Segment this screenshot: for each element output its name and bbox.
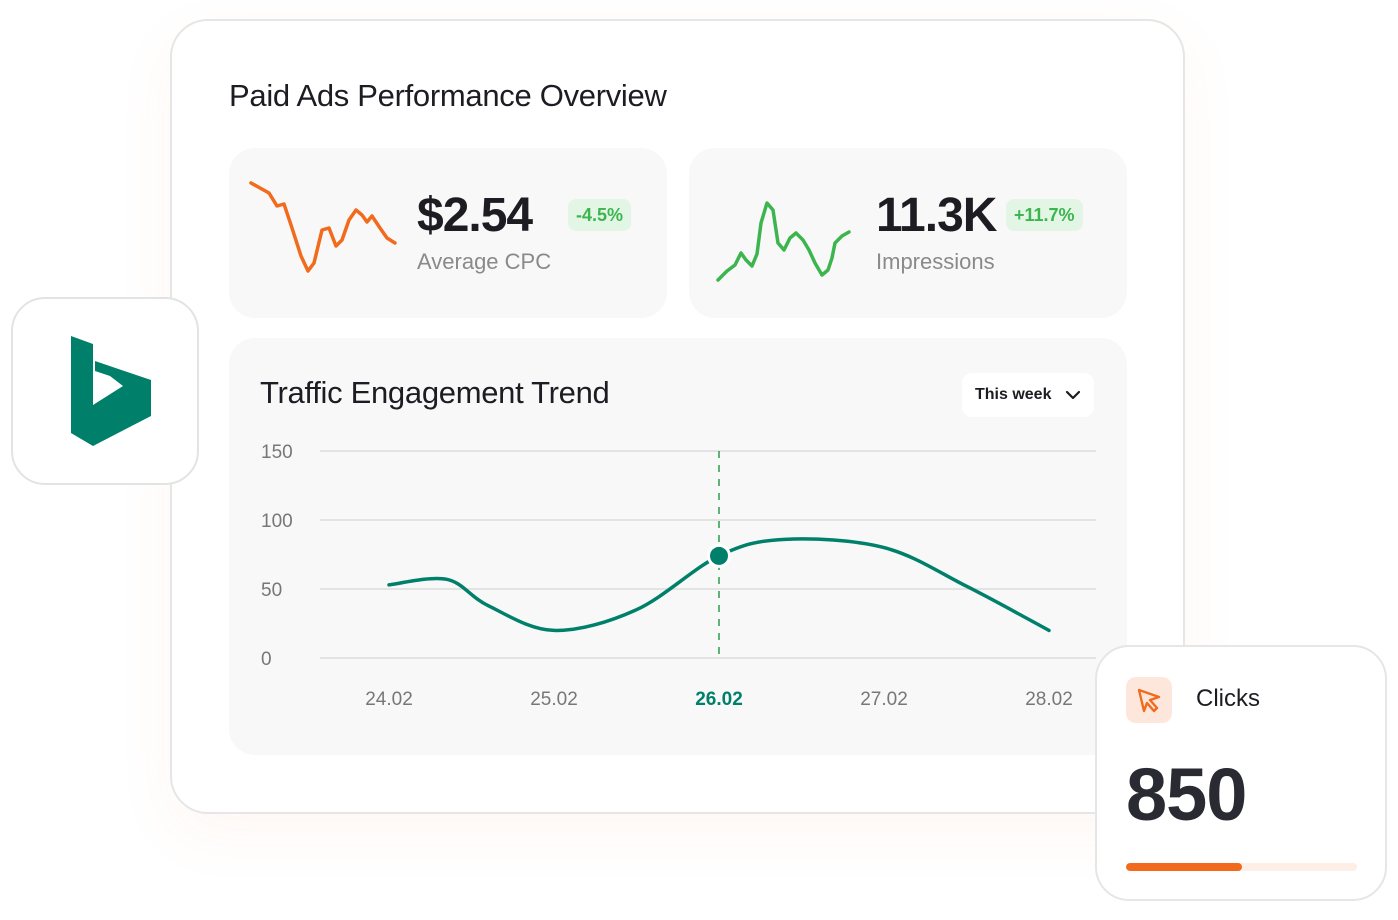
clicks-progress-track [1126, 863, 1357, 871]
impressions-change-badge: +11.7% [1006, 199, 1083, 231]
stat-card-average-cpc: $2.54 -4.5% Average CPC [229, 148, 667, 318]
y-tick-label: 150 [261, 442, 293, 463]
impressions-sparkline [716, 201, 851, 282]
chart-title: Traffic Engagement Trend [260, 375, 610, 410]
clicks-icon-box [1126, 677, 1172, 723]
clicks-card: Clicks 850 [1095, 645, 1387, 901]
page-title: Paid Ads Performance Overview [229, 78, 667, 113]
impressions-sparkline-path [716, 201, 851, 282]
x-tick-label: 25.02 [530, 689, 578, 710]
highlight-point [710, 546, 728, 565]
clicks-value: 850 [1126, 753, 1247, 836]
x-tick-label: 24.02 [365, 689, 413, 710]
stat-card-impressions: 11.3K +11.7% Impressions [689, 148, 1127, 318]
cursor-icon [1137, 688, 1161, 713]
impressions-value: 11.3K [876, 189, 997, 242]
y-tick-label: 0 [261, 649, 272, 670]
average-cpc-change-badge: -4.5% [568, 199, 632, 231]
period-dropdown[interactable]: This week [962, 373, 1094, 417]
x-tick-label: 27.02 [860, 689, 908, 710]
x-tick-label: 28.02 [1025, 689, 1073, 710]
x-tick-label: 26.02 [695, 689, 743, 710]
bing-logo-card [11, 297, 199, 485]
average-cpc-value: $2.54 [417, 189, 533, 242]
traffic-line-chart: 0 50 100 150 24.02 25.02 26.02 27.02 28.02 [261, 442, 1096, 710]
bing-logo-icon [71, 336, 151, 446]
traffic-chart-card: 0 50 100 150 24.02 25.02 26.02 27.02 28.02 Traff… [229, 338, 1127, 755]
clicks-label: Clicks [1196, 685, 1260, 712]
average-cpc-label: Average CPC [417, 249, 552, 274]
clicks-progress-fill [1126, 863, 1242, 871]
period-dropdown-label: This week [975, 386, 1052, 403]
y-tick-label: 50 [261, 580, 282, 601]
impressions-label: Impressions [876, 249, 995, 274]
series-line [387, 537, 1051, 633]
y-tick-label: 100 [261, 511, 293, 532]
chevron-down-icon [1065, 390, 1081, 400]
cpc-sparkline-path [249, 181, 397, 273]
cpc-sparkline [249, 181, 397, 273]
